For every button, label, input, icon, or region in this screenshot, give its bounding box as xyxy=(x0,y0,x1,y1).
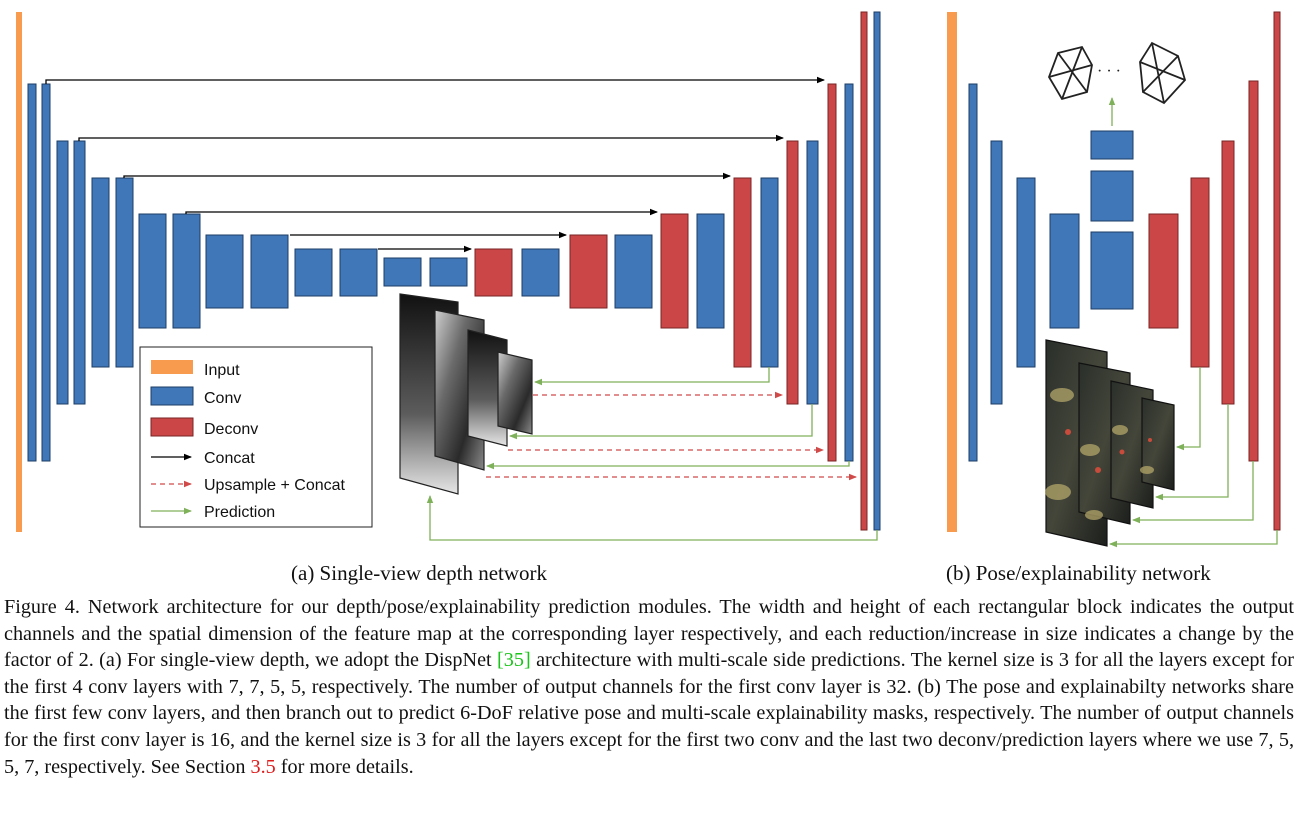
deconv-block xyxy=(1273,11,1281,531)
figure-caption: Figure 4. Network architecture for our d… xyxy=(4,594,1294,780)
pose-conv-block xyxy=(1090,170,1134,222)
camera-pose-icon xyxy=(1139,41,1187,105)
caption-text-part3: for more details. xyxy=(280,755,414,778)
caption-text-part1: Network architecture for our depth/pose/… xyxy=(4,596,1295,672)
section-link[interactable]: 3.5 xyxy=(250,755,276,778)
subcaption-a: (a) Single-view depth network xyxy=(291,561,548,585)
decoder-blocks xyxy=(474,11,881,531)
legend-swatch-deconv xyxy=(150,417,194,437)
mask-red-spots xyxy=(1065,429,1152,473)
legend-swatch-input xyxy=(151,360,193,374)
deconv-block xyxy=(1221,140,1235,405)
conv-block xyxy=(429,257,468,287)
legend-label-deconv: Deconv xyxy=(204,421,258,438)
legend: Input Conv Deconv Concat Upsample + Conc… xyxy=(139,346,373,528)
shared-conv-blocks xyxy=(968,83,1134,462)
conv-block xyxy=(138,213,167,329)
legend-label-conv: Conv xyxy=(204,390,241,407)
conv-block xyxy=(91,177,110,368)
conv-block xyxy=(73,140,86,405)
conv-block xyxy=(696,213,725,329)
legend-label-concat: Concat xyxy=(204,450,255,467)
deconv-block xyxy=(660,213,689,329)
pose-explainability-network: · · · xyxy=(947,11,1281,548)
deconv-block xyxy=(474,248,513,297)
conv-block xyxy=(250,234,289,309)
subcaption-b: (b) Pose/explainability network xyxy=(946,561,1211,585)
input-block xyxy=(947,12,957,532)
conv-block xyxy=(339,248,378,297)
depth-prediction-arrows xyxy=(426,367,878,541)
caption-label: Figure 4. xyxy=(4,596,80,618)
conv-block xyxy=(383,257,422,287)
upsample-concat-arrows xyxy=(486,391,857,481)
conv-block xyxy=(614,234,653,309)
camera-pose-icon xyxy=(1048,45,1093,101)
conv-block xyxy=(873,11,881,531)
legend-label-prediction: Prediction xyxy=(204,504,275,521)
conv-block xyxy=(27,83,37,462)
encoder-conv-blocks xyxy=(27,83,468,462)
deconv-block xyxy=(569,234,608,309)
mask-highlight-patches xyxy=(1045,388,1154,520)
conv-block xyxy=(806,140,819,405)
conv-block xyxy=(205,234,244,309)
concat-arrows xyxy=(45,76,825,253)
deconv-block xyxy=(827,83,837,462)
conv-block xyxy=(115,177,134,368)
depth-prediction-maps xyxy=(399,293,533,495)
conv-block xyxy=(760,177,779,368)
architecture-figure: Input Conv Deconv Concat Upsample + Conc… xyxy=(16,11,1281,548)
legend-label-upsample-concat: Upsample + Concat xyxy=(204,477,346,494)
conv-block xyxy=(990,140,1003,405)
deconv-block xyxy=(733,177,752,368)
citation-link[interactable]: [35] xyxy=(497,649,531,672)
legend-label-input: Input xyxy=(204,362,240,379)
pose-conv-block xyxy=(1090,130,1134,160)
deconv-block xyxy=(1190,177,1210,368)
conv-block xyxy=(521,248,560,297)
deconv-block xyxy=(786,140,799,405)
caption-text-part2: architecture with multi-scale side predi… xyxy=(4,649,1295,778)
deconv-block xyxy=(1148,213,1179,329)
deconv-block xyxy=(860,11,868,531)
explainability-mask xyxy=(1141,397,1175,491)
legend-swatch-conv xyxy=(150,386,194,406)
conv-block xyxy=(294,248,333,297)
deconv-block xyxy=(1248,80,1259,462)
explainability-decoder-blocks xyxy=(1148,11,1281,531)
legend-box xyxy=(139,346,373,528)
depth-network: Input Conv Deconv Concat Upsample + Conc… xyxy=(16,11,881,541)
input-block xyxy=(16,12,22,532)
conv-block xyxy=(844,83,854,462)
conv-block xyxy=(56,140,69,405)
explainability-masks xyxy=(1045,339,1175,547)
depth-map xyxy=(467,329,508,447)
conv-block xyxy=(41,83,51,462)
depth-map xyxy=(497,351,533,435)
explainability-prediction-arrows xyxy=(1109,367,1278,548)
conv-block xyxy=(172,213,201,329)
conv-block xyxy=(1016,177,1036,368)
pose-ellipsis: · · · xyxy=(1097,63,1121,80)
pose-conv-block xyxy=(1090,231,1134,310)
conv-block xyxy=(968,83,978,462)
conv-block xyxy=(1049,213,1080,329)
